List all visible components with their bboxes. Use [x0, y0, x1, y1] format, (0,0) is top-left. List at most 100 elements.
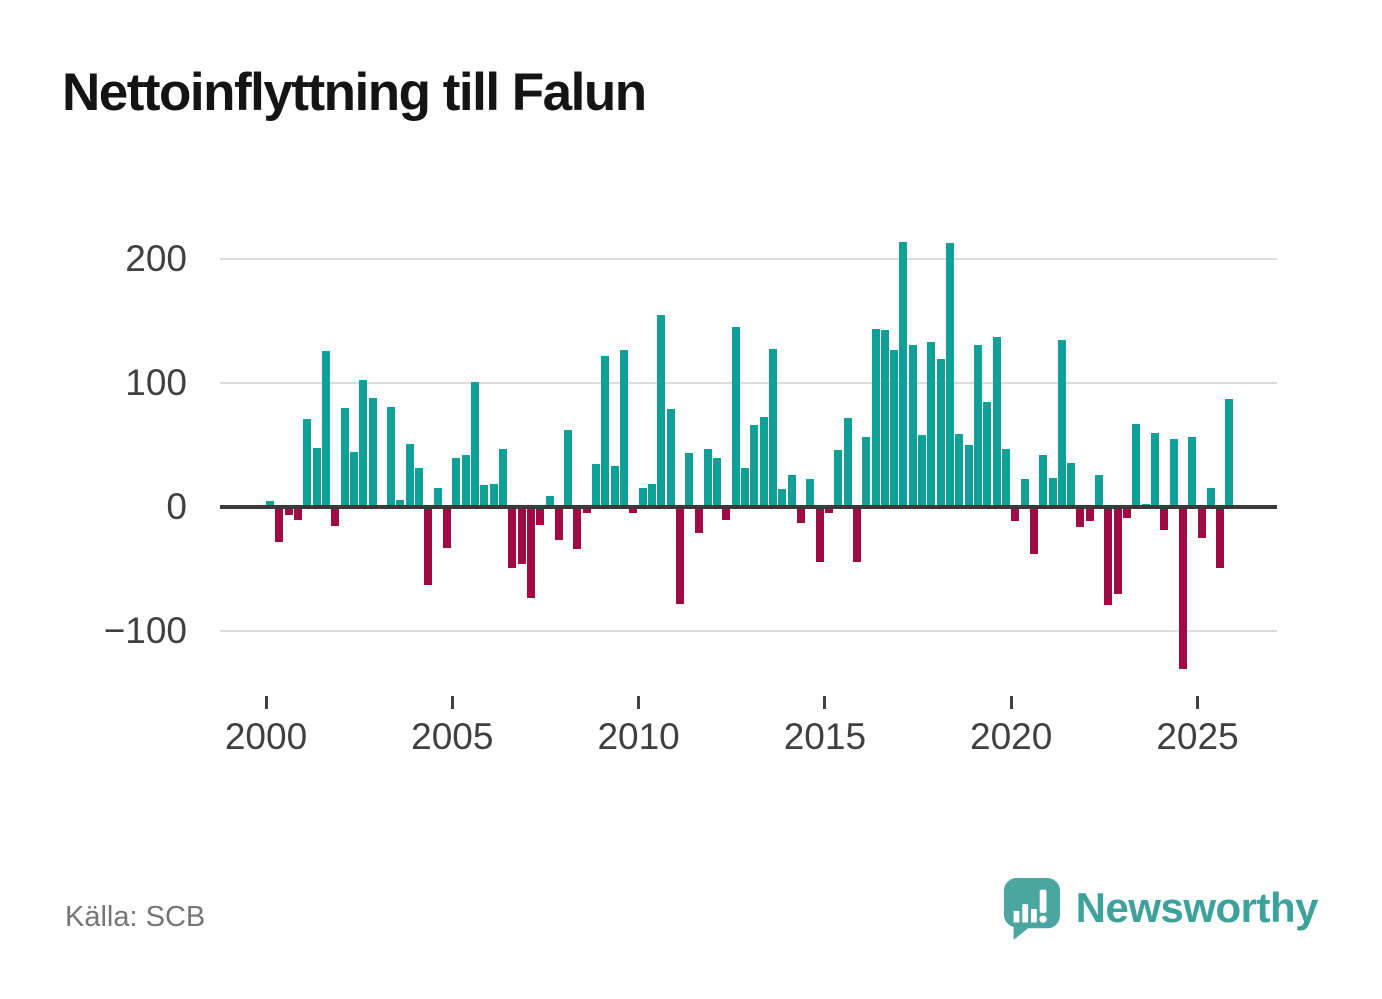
bar [526, 507, 535, 598]
bar [824, 507, 833, 514]
bar [1039, 455, 1048, 508]
bar [1188, 436, 1197, 508]
bar [787, 475, 796, 508]
bar [610, 466, 619, 508]
bar [331, 507, 340, 526]
x-axis-label: 2000 [224, 716, 308, 757]
bar [1048, 477, 1057, 508]
bar [582, 507, 591, 514]
bar [694, 507, 703, 534]
bar [312, 447, 321, 508]
bar [890, 349, 899, 508]
bar [601, 356, 610, 508]
gridline--100 [220, 630, 1277, 633]
bar [536, 507, 545, 525]
bar [321, 351, 330, 508]
x-axis-label: 2010 [597, 716, 680, 757]
bar [424, 507, 433, 586]
bar [470, 382, 479, 508]
x-axis-tick-2000 [264, 696, 268, 709]
bar [1169, 439, 1178, 508]
x-axis-label: 2020 [970, 716, 1053, 757]
bar [815, 507, 824, 562]
bar [368, 398, 377, 508]
bar [284, 507, 293, 515]
bar [1150, 432, 1159, 508]
bar [573, 507, 582, 550]
bar [545, 496, 554, 508]
source-caption: Källa: SCB [65, 901, 206, 933]
bar [1160, 507, 1169, 530]
bar [834, 450, 843, 508]
x-axis-tick-2025 [1196, 696, 1199, 709]
bar [349, 451, 358, 508]
x-axis-tick-2020 [1009, 696, 1013, 709]
bar [489, 483, 498, 508]
gridline-100 [220, 382, 1277, 385]
y-axis-label: 0 [166, 486, 187, 528]
bar [936, 358, 945, 508]
bar [1067, 462, 1076, 508]
bar [480, 485, 489, 508]
bar [517, 507, 526, 565]
bar [731, 327, 740, 508]
x-axis-label: 2015 [783, 716, 867, 757]
bar [1085, 507, 1094, 521]
bar [685, 452, 694, 508]
bar [1011, 507, 1020, 521]
bar [657, 315, 666, 508]
bar [908, 344, 917, 508]
y-axis-label: 200 [125, 238, 187, 280]
bar [275, 507, 284, 542]
bar [359, 379, 368, 508]
y-axis-label: −100 [103, 610, 187, 652]
bar [852, 507, 861, 562]
bar [564, 430, 573, 508]
bar [1178, 507, 1187, 669]
newsworthy-logo-icon [1003, 878, 1060, 940]
bar [750, 425, 759, 508]
bar [1132, 424, 1141, 508]
bar [871, 328, 880, 508]
bar [1225, 399, 1234, 508]
bar [769, 348, 777, 508]
x-axis-label: 2025 [1156, 716, 1239, 757]
bar [1104, 507, 1113, 606]
bar [592, 463, 600, 508]
bar [759, 416, 768, 508]
bar [1076, 507, 1085, 528]
x-axis-tick-2005 [450, 696, 454, 709]
bar [675, 507, 684, 605]
bar [862, 436, 871, 508]
bar [1057, 339, 1066, 508]
x-axis-tick-2015 [823, 696, 827, 709]
bar [405, 444, 414, 508]
bar [1020, 478, 1029, 508]
bar [843, 418, 852, 508]
bar [461, 455, 470, 508]
gridline-200 [220, 258, 1277, 261]
x-axis-tick-2010 [637, 696, 641, 709]
bar [899, 241, 908, 508]
bar [303, 419, 312, 508]
bar [415, 467, 423, 508]
bar [1113, 507, 1122, 595]
bar [964, 445, 973, 508]
newsworthy-logo-text: Newsworthy [1075, 884, 1319, 931]
bar [1206, 487, 1215, 508]
bar [629, 507, 638, 514]
bar [387, 406, 396, 508]
bar [666, 409, 675, 508]
newsworthy-logo: Newsworthy [1002, 876, 1319, 940]
bar [1095, 475, 1103, 508]
bar [806, 478, 815, 508]
bar [983, 401, 992, 508]
chart-title: Nettoinflyttning till Falun [62, 63, 647, 122]
bar [638, 487, 647, 508]
bar [955, 434, 964, 508]
bar [498, 449, 507, 508]
bar [433, 487, 442, 508]
bar [1216, 507, 1225, 569]
bar [797, 507, 805, 524]
